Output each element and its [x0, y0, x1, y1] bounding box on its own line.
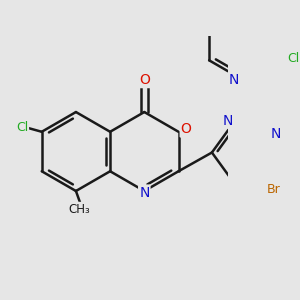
Text: N: N [229, 73, 239, 87]
Text: N: N [139, 185, 149, 200]
Text: CH₃: CH₃ [69, 203, 91, 216]
Text: O: O [139, 73, 150, 87]
Text: N: N [223, 114, 233, 128]
Text: Cl: Cl [16, 122, 28, 134]
Text: Br: Br [266, 183, 280, 196]
Text: N: N [271, 127, 281, 141]
Text: Cl: Cl [288, 52, 300, 65]
Text: O: O [181, 122, 191, 136]
